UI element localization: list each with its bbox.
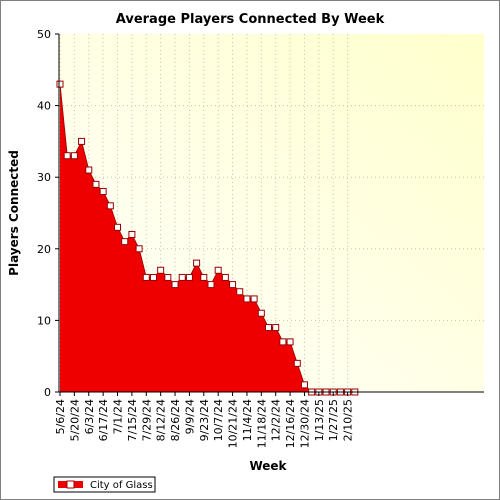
data-point: [85, 166, 93, 174]
chart-title: Average Players Connected By Week: [116, 12, 385, 27]
x-tick-label: 6/3/24: [83, 399, 96, 434]
y-tick-label: 0: [44, 386, 51, 399]
data-point: [164, 273, 172, 281]
x-axis-title: Week: [249, 459, 287, 473]
data-point: [78, 137, 86, 145]
x-tick-label: 12/30/24: [298, 399, 311, 448]
y-tick-label: 10: [37, 314, 51, 327]
data-point: [99, 188, 107, 196]
x-tick-label: 10/21/24: [227, 399, 240, 448]
data-point: [135, 245, 143, 253]
x-tick-label: 1/27/25: [327, 399, 340, 441]
data-point: [149, 273, 157, 281]
data-point: [286, 338, 294, 346]
series-area: [60, 84, 355, 393]
legend-label: City of Glass: [90, 480, 153, 491]
legend-marker: [66, 480, 75, 489]
x-tick-label: 9/23/24: [198, 399, 211, 441]
legend: City of Glass: [53, 476, 156, 493]
data-point: [142, 273, 150, 281]
data-point: [63, 152, 71, 160]
x-tick-label: 9/9/24: [183, 399, 196, 434]
data-point: [121, 238, 129, 246]
data-point: [157, 266, 165, 274]
data-point: [92, 180, 100, 188]
data-point: [114, 223, 122, 231]
data-point: [193, 259, 201, 267]
x-tick-label: 7/1/24: [112, 399, 125, 434]
x-tick-label: 10/7/24: [212, 399, 225, 441]
y-axis-ticks: 0 10 20 30 40 50: [37, 28, 59, 399]
data-point: [56, 80, 64, 88]
x-tick-label: 1/13/25: [313, 399, 326, 441]
x-tick-label: 8/12/24: [155, 399, 168, 441]
x-tick-label: 8/26/24: [169, 399, 182, 441]
y-tick-label: 20: [37, 243, 51, 256]
data-point: [250, 295, 258, 303]
data-point: [265, 324, 273, 332]
data-point: [128, 230, 136, 238]
x-tick-label: 5/20/24: [68, 399, 81, 441]
data-point: [70, 152, 78, 160]
data-point: [221, 273, 229, 281]
data-point: [272, 324, 280, 332]
data-point: [279, 338, 287, 346]
x-tick-label: 11/4/24: [241, 399, 254, 441]
data-point: [178, 273, 186, 281]
data-point: [200, 273, 208, 281]
data-point: [185, 273, 193, 281]
x-tick-label: 7/29/24: [140, 399, 153, 441]
data-point: [293, 359, 301, 367]
y-tick-label: 50: [37, 28, 51, 41]
gridlines: [59, 34, 484, 392]
x-tick-label: 2/10/25: [342, 399, 355, 441]
x-tick-label: 12/2/24: [270, 399, 283, 441]
data-point: [243, 295, 251, 303]
legend-box: [53, 476, 156, 493]
y-tick-label: 40: [37, 100, 51, 113]
x-tick-label: 11/18/24: [255, 399, 268, 448]
data-point: [214, 266, 222, 274]
data-point: [171, 281, 179, 289]
y-tick-label: 30: [37, 171, 51, 184]
data-point: [236, 288, 244, 296]
data-point: [229, 281, 237, 289]
x-tick-label: 5/6/24: [54, 399, 67, 434]
x-tick-label: 12/16/24: [284, 399, 297, 448]
data-point: [300, 381, 308, 389]
x-tick-label: 6/17/24: [97, 399, 110, 441]
x-axis-ticks: 5/6/24 5/20/24 6/3/24 6/17/24 7/1/24 7/15/24 7…: [54, 392, 355, 448]
data-point: [207, 281, 215, 289]
x-tick-label: 7/15/24: [126, 399, 139, 441]
data-point: [106, 202, 114, 210]
data-point: [257, 309, 265, 317]
y-axis-title: Players Connected: [7, 150, 21, 276]
